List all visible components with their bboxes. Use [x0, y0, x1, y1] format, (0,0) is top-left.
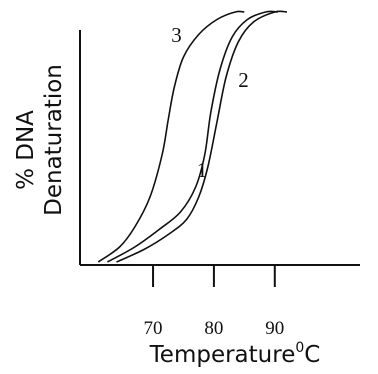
x-ticks: 70 80 90	[144, 265, 284, 339]
x-tick-label: 70	[144, 318, 163, 339]
axes	[79, 30, 360, 266]
series-lines	[97, 10, 288, 263]
curve-2	[107, 10, 278, 263]
y-axis-title-line2: Denaturation	[41, 64, 67, 216]
x-tick-label: 90	[265, 318, 284, 339]
y-axis-title-line1: % DNA	[13, 110, 39, 190]
x-axis-title-text: Temperature	[149, 342, 296, 368]
x-axis-title: Temperature0C	[149, 340, 321, 368]
curve-labels: 1 2 3	[171, 23, 248, 182]
curve-label-1: 1	[197, 158, 208, 182]
curve-3	[97, 10, 245, 263]
curve-label-3: 3	[171, 23, 182, 47]
curve-label-2: 2	[238, 68, 249, 92]
x-axis-title-superscript: 0	[295, 340, 304, 356]
x-tick-label: 80	[204, 318, 223, 339]
x-axis-title-unit: C	[304, 342, 320, 368]
curve-1	[116, 10, 288, 263]
